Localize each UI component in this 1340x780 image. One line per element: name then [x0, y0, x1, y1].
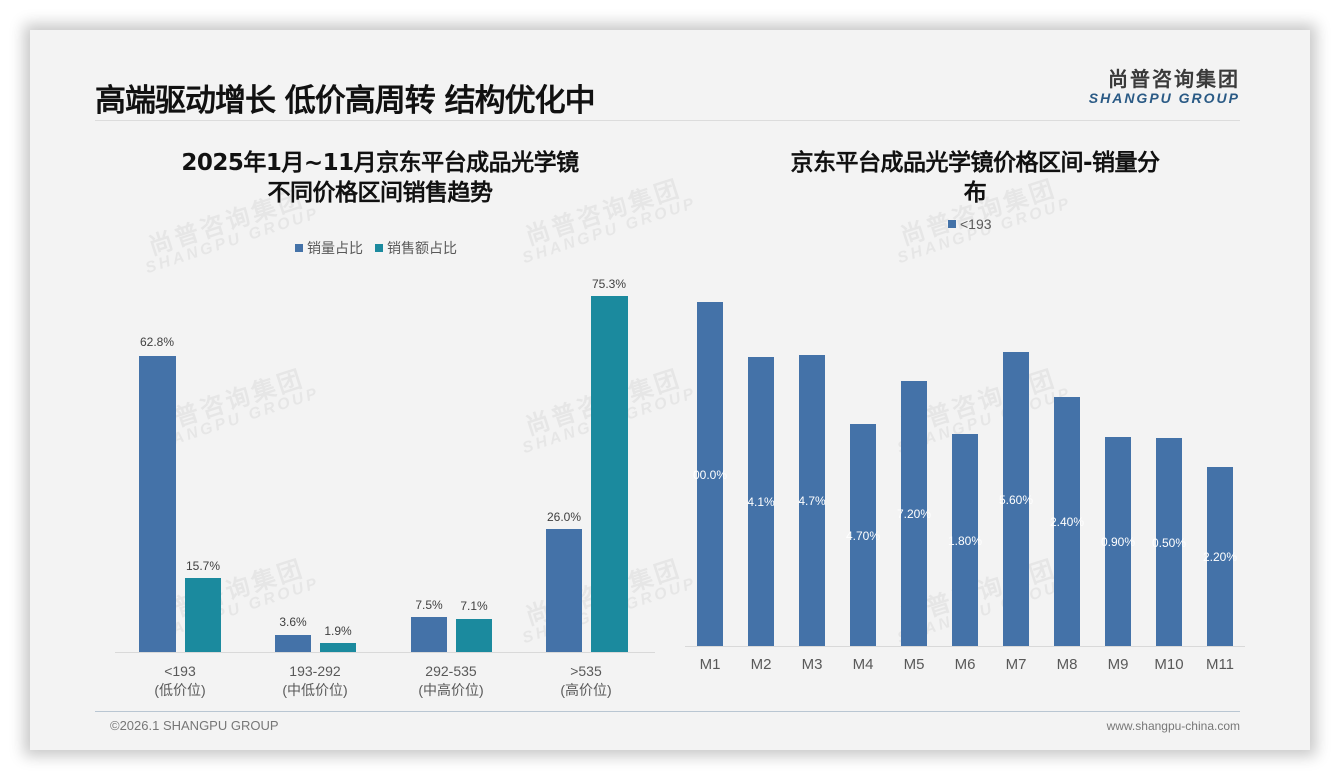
x-tick-label: M1	[699, 656, 721, 673]
bar-revenue	[456, 619, 492, 652]
x-tick-label: M8	[1056, 656, 1078, 673]
data-label: 0.50%	[1151, 536, 1187, 550]
legend-item-revenue: 销售额占比	[375, 238, 457, 258]
x-axis	[115, 652, 655, 653]
bar-m4	[850, 424, 876, 646]
x-tick-label: M7	[1005, 656, 1027, 673]
x-axis	[685, 646, 1245, 647]
data-label: 7.5%	[415, 598, 443, 612]
x-tick-label: 292-535 (中高价位)	[418, 663, 484, 698]
bar-revenue	[320, 643, 356, 652]
data-label: 62.8%	[139, 335, 175, 349]
data-label: 2.40%	[1049, 515, 1085, 529]
header-divider	[95, 120, 1240, 121]
data-label: 26.0%	[546, 510, 582, 524]
legend-item-volume: 销量占比	[295, 238, 363, 258]
x-tick-label: M11	[1205, 656, 1235, 673]
data-label: 00.0%	[692, 468, 728, 482]
chart-title: 京东平台成品光学镜价格区间-销量分 布	[790, 150, 1160, 206]
footer-website: www.shangpu-china.com	[1106, 719, 1240, 733]
bar-volume	[275, 635, 311, 652]
chart-legend: 销量占比 销售额占比	[295, 238, 457, 258]
data-label: 5.60%	[998, 493, 1034, 507]
page-title: 高端驱动增长 低价高周转 结构优化中	[95, 83, 596, 119]
chart-legend: <193	[948, 216, 992, 232]
x-tick-label: M9	[1107, 656, 1129, 673]
bar-m2	[748, 357, 774, 646]
data-label: 4.1%	[747, 495, 775, 509]
data-label: 4.70%	[845, 529, 881, 543]
legend-swatch-icon	[295, 244, 303, 252]
bar-m1	[697, 302, 723, 646]
footer-divider	[95, 711, 1240, 712]
legend-item-lt193: <193	[948, 216, 992, 232]
bar-m9	[1105, 437, 1131, 646]
bar-m10	[1156, 438, 1182, 646]
bar-revenue	[185, 578, 221, 652]
bar-m7	[1003, 352, 1029, 646]
legend-swatch-icon	[375, 244, 383, 252]
data-label: 15.7%	[185, 559, 221, 573]
legend-swatch-icon	[948, 220, 956, 228]
bar-m5	[901, 381, 927, 646]
logo-cn: 尚普咨询集团	[1108, 67, 1240, 91]
data-label: 3.6%	[279, 615, 307, 629]
x-tick-label: <193 (低价位)	[154, 663, 206, 698]
data-label: 1.80%	[947, 534, 983, 548]
x-tick-label: 193-292 (中低价位)	[282, 663, 348, 698]
chart-title: 2025年1月~11月京东平台成品光学镜 不同价格区间销售趋势	[181, 150, 579, 206]
bar-m6	[952, 434, 978, 646]
x-tick-label: M10	[1154, 656, 1184, 673]
data-label: 7.1%	[460, 599, 488, 613]
bar-m8	[1054, 397, 1080, 646]
x-tick-label: M5	[903, 656, 925, 673]
x-tick-label: M2	[750, 656, 772, 673]
bar-volume	[411, 617, 447, 652]
bar-m3	[799, 355, 825, 646]
data-label: 4.7%	[798, 494, 826, 508]
data-label: 75.3%	[591, 277, 627, 291]
data-label: 7.20%	[896, 507, 932, 521]
data-label: 0.90%	[1100, 535, 1136, 549]
x-tick-label: >535 (高价位)	[560, 663, 612, 698]
footer-copyright: ©2026.1 SHANGPU GROUP	[110, 718, 279, 733]
x-tick-label: M4	[852, 656, 874, 673]
bar-volume	[546, 529, 582, 652]
data-label: 1.9%	[324, 624, 352, 638]
slide: 尚普咨询集团 SHANGPU GROUP 尚普咨询集团 SHANGPU GROUP …	[30, 30, 1310, 750]
bar-revenue	[591, 296, 628, 652]
x-tick-label: M3	[801, 656, 823, 673]
logo-en: SHANGPU GROUP	[1088, 90, 1240, 106]
company-logo: 尚普咨询集团 SHANGPU GROUP	[1089, 63, 1240, 106]
data-label: 2.20%	[1202, 550, 1238, 564]
bar-m11	[1207, 467, 1233, 646]
bar-volume	[139, 356, 176, 652]
x-tick-label: M6	[954, 656, 976, 673]
